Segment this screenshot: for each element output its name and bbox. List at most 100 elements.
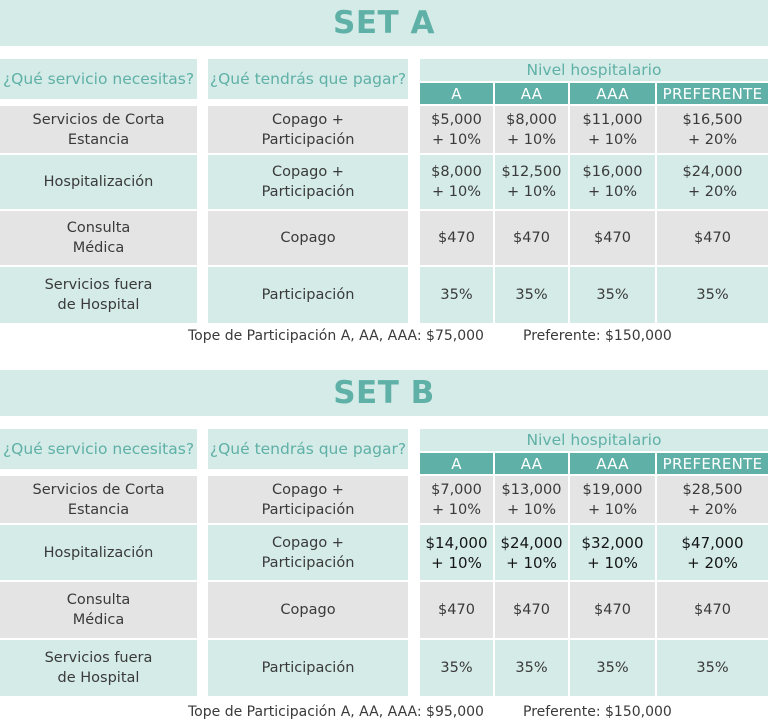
- cost-line: + 10%: [507, 131, 556, 148]
- cost-text: $28,500 + 20%: [683, 480, 743, 520]
- participation-cap: Tope de Participación A, AA, AAA: $75,00…: [0, 328, 768, 348]
- set-section: SET B ¿Qué servicio necesitas? ¿Qué tendrá…: [0, 370, 768, 720]
- level-column-header: AAA: [570, 453, 655, 474]
- cost-cell: $470: [420, 211, 493, 265]
- cost-cell: $12,500 + 10%: [495, 155, 568, 209]
- payment-line: Copago +: [272, 481, 344, 498]
- service-question-header: ¿Qué servicio necesitas?: [0, 59, 197, 99]
- cap-standard-levels: Tope de Participación A, AA, AAA: $75,00…: [188, 328, 484, 344]
- cost-line: 35%: [596, 287, 629, 303]
- cost-line: $13,000: [501, 481, 562, 498]
- service-line: de Hospital: [57, 297, 140, 313]
- payment-text: Copago + Participación: [262, 110, 355, 150]
- payment-question-header: ¿Qué tendrás que pagar?: [208, 59, 408, 99]
- service-line: Estancia: [67, 131, 130, 148]
- cost-line: + 10%: [432, 501, 481, 518]
- payment-line: Participación: [261, 554, 355, 571]
- service-text: Hospitalización: [44, 543, 154, 563]
- cost-line: + 10%: [432, 131, 481, 148]
- payment-cell: Copago: [208, 211, 408, 265]
- participation-cap: Tope de Participación A, AA, AAA: $95,00…: [0, 704, 768, 724]
- cost-cell: $13,000 + 10%: [495, 476, 568, 523]
- cost-line: $470: [594, 602, 631, 618]
- service-cell: Hospitalización: [0, 155, 197, 209]
- cost-line: $24,000: [682, 164, 743, 180]
- cost-cell: $5,000 + 10%: [420, 106, 493, 153]
- cost-cell: $470: [657, 211, 768, 265]
- cost-text: $47,000 + 20%: [681, 533, 743, 573]
- payment-line: Copago +: [272, 164, 344, 180]
- cost-line: $11,000: [582, 111, 643, 128]
- cost-line: + 10%: [588, 184, 637, 200]
- cost-line: $14,000: [425, 533, 488, 552]
- service-line: de Hospital: [57, 670, 140, 686]
- cost-cell: 35%: [420, 267, 493, 323]
- cost-text: $470: [438, 600, 475, 620]
- cost-cell: 35%: [570, 267, 655, 323]
- cost-cell: $28,500 + 20%: [657, 476, 768, 523]
- cost-line: $470: [594, 230, 631, 246]
- set-title: SET A: [0, 0, 768, 46]
- cost-cell: $14,000 + 10%: [420, 525, 493, 580]
- cost-cell: $470: [495, 582, 568, 638]
- cost-cell: $24,000 + 10%: [495, 525, 568, 580]
- cost-line: 35%: [515, 660, 548, 676]
- service-line: Servicios de Corta: [32, 481, 165, 498]
- service-line: Hospitalización: [43, 544, 154, 561]
- set-title: SET B: [0, 370, 768, 416]
- cost-text: $12,500 + 10%: [502, 162, 562, 202]
- cost-text: $16,500 + 20%: [683, 110, 743, 150]
- cost-text: $8,000 + 10%: [431, 162, 482, 202]
- payment-text: Participación: [262, 658, 355, 678]
- cost-cell: $32,000 + 10%: [570, 525, 655, 580]
- cost-line: + 10%: [588, 131, 637, 148]
- cost-cell: 35%: [570, 640, 655, 696]
- cost-text: $16,000 + 10%: [583, 162, 643, 202]
- cost-line: $470: [694, 230, 731, 246]
- cost-text: $7,000 + 10%: [431, 480, 482, 520]
- service-text: Consulta Médica: [67, 590, 131, 630]
- service-cell: Hospitalización: [0, 525, 197, 580]
- cost-cell: $24,000 + 20%: [657, 155, 768, 209]
- cost-text: $470: [594, 600, 631, 620]
- service-text: Servicios de Corta Estancia: [33, 110, 165, 150]
- level-column-header: AA: [495, 453, 568, 474]
- cost-line: + 10%: [507, 184, 556, 200]
- cost-line: $7,000: [431, 481, 482, 498]
- cost-text: 35%: [596, 658, 628, 678]
- payment-cell: Copago + Participación: [208, 155, 408, 209]
- payment-cell: Copago + Participación: [208, 525, 408, 580]
- service-cell: Servicios de Corta Estancia: [0, 106, 197, 153]
- cost-line: $16,000: [582, 164, 643, 180]
- cost-cell: 35%: [495, 640, 568, 696]
- cost-text: 35%: [596, 285, 628, 305]
- service-text: Servicios fuera de Hospital: [45, 648, 153, 688]
- service-cell: Servicios de Corta Estancia: [0, 476, 197, 523]
- payment-text: Copago + Participación: [262, 480, 355, 520]
- payment-text: Copago + Participación: [262, 533, 355, 573]
- payment-line: Participación: [261, 660, 355, 676]
- cost-line: $470: [438, 602, 475, 618]
- level-column-header: A: [420, 83, 493, 104]
- payment-line: Participación: [261, 131, 355, 148]
- level-column-header: AA: [495, 83, 568, 104]
- cost-line: + 20%: [688, 184, 737, 200]
- service-question-header: ¿Qué servicio necesitas?: [0, 429, 197, 469]
- cost-line: + 10%: [507, 501, 556, 518]
- service-line: Servicios fuera: [44, 277, 153, 293]
- cost-text: $470: [438, 228, 475, 248]
- cost-cell: $16,500 + 20%: [657, 106, 768, 153]
- cost-cell: $47,000 + 20%: [657, 525, 768, 580]
- cost-line: $47,000: [681, 533, 744, 552]
- cost-line: + 20%: [688, 501, 737, 518]
- cost-cell: $19,000 + 10%: [570, 476, 655, 523]
- cost-line: $5,000: [431, 111, 482, 128]
- payment-text: Copago: [280, 600, 335, 620]
- cost-text: $8,000 + 10%: [506, 110, 557, 150]
- service-cell: Servicios fuera de Hospital: [0, 640, 197, 696]
- cost-text: 35%: [696, 285, 728, 305]
- cost-text: 35%: [440, 285, 472, 305]
- cost-cell: $470: [420, 582, 493, 638]
- payment-cell: Participación: [208, 267, 408, 323]
- cost-cell: 35%: [495, 267, 568, 323]
